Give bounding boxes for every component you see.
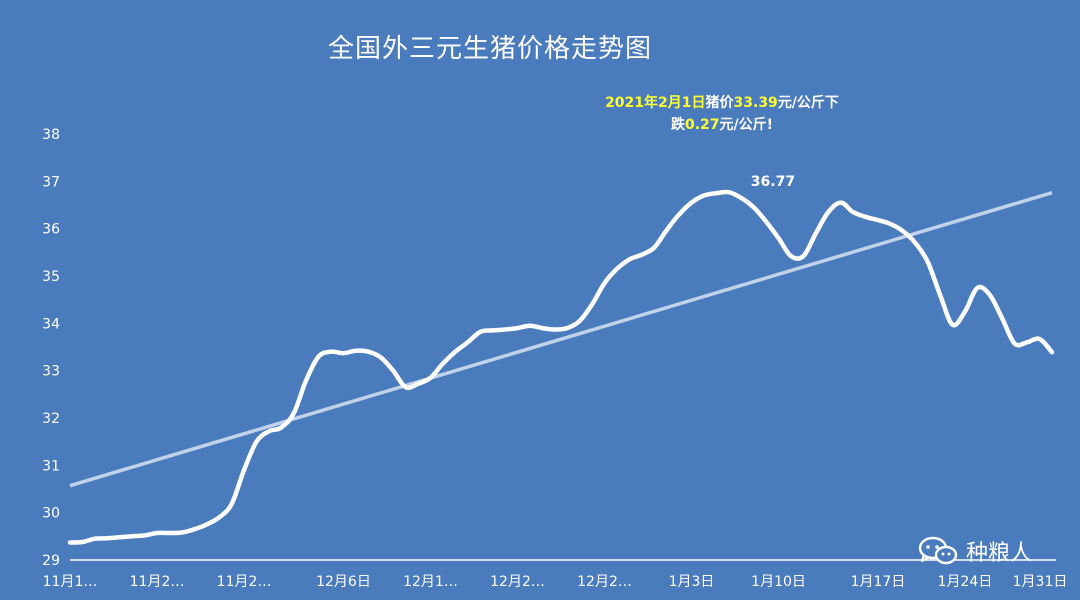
annotation-price: 33.39 <box>733 95 778 111</box>
x-tick-label: 11月2… <box>130 574 185 590</box>
y-tick-label: 32 <box>42 411 60 427</box>
x-tick-label: 12月2… <box>490 574 545 590</box>
x-tick-label: 12月1… <box>403 574 458 590</box>
x-axis: 11月1… 11月2… 11月2… 12月6日 12月1… 12月2… 12月2… 1月3日 1… <box>43 559 1068 590</box>
annotation-date: 2021年2月1日 <box>605 95 706 111</box>
drop-lines <box>69 192 1053 560</box>
watermark-text: 种粮人 <box>966 541 1033 566</box>
line-layer <box>67 189 1055 545</box>
annotation-text-3: 跌 <box>670 117 685 133</box>
wechat-icon <box>918 536 958 565</box>
annotation-line-2: 跌0.27元/公斤! <box>582 114 862 136</box>
x-tick-label: 12月6日 <box>316 574 371 590</box>
annotation-text-2: 元/公斤下 <box>777 95 839 111</box>
x-tick-label: 1月17日 <box>851 574 906 590</box>
series-line <box>67 189 1055 545</box>
x-tick-label: 12月2… <box>577 574 632 590</box>
y-tick-label: 33 <box>42 364 60 380</box>
annotation-text-1: 猪价 <box>705 95 734 111</box>
annotation-change: 0.27 <box>684 117 720 133</box>
y-tick-label: 38 <box>42 127 60 143</box>
trend-layer <box>69 191 1053 488</box>
trend-line <box>69 191 1053 488</box>
x-tick-label: 1月10日 <box>751 574 806 590</box>
y-tick-label: 37 <box>42 174 60 190</box>
y-tick-label: 36 <box>42 222 60 238</box>
annotation-line-1: 2021年2月1日猪价33.39元/公斤下 <box>582 92 862 114</box>
annotation-text-4: 元/公斤! <box>719 117 774 133</box>
x-tick-label: 1月24日 <box>938 574 993 590</box>
watermark: 种粮人 <box>918 534 1032 568</box>
y-tick-label: 29 <box>42 553 60 569</box>
labels-layer: 36.77 <box>751 174 795 190</box>
price-annotation: 2021年2月1日猪价33.39元/公斤下 跌0.27元/公斤! <box>582 92 862 136</box>
peak-data-label: 36.77 <box>751 174 795 190</box>
x-tick-label: 1月3日 <box>669 574 715 590</box>
y-tick-label: 34 <box>42 316 60 332</box>
y-tick-label: 30 <box>42 506 60 522</box>
y-tick-label: 31 <box>42 458 60 474</box>
chart-title: 全国外三元生猪价格走势图 <box>327 34 652 64</box>
y-tick-label: 35 <box>42 269 60 285</box>
x-tick-label: 11月2… <box>217 574 272 590</box>
x-tick-label: 1月31日 <box>1013 574 1068 590</box>
x-tick-label: 11月1… <box>43 574 98 590</box>
y-axis: 29 30 31 32 33 34 35 36 37 38 <box>42 127 60 569</box>
